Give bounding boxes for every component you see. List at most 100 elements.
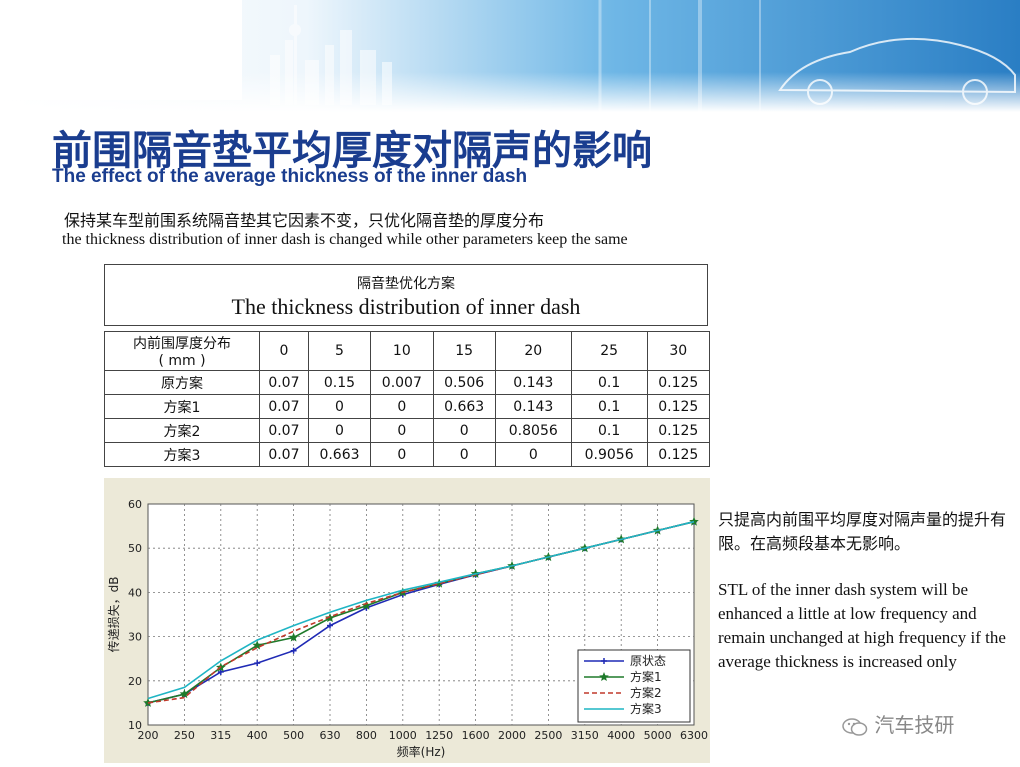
- series-方案3: [147, 520, 695, 700]
- data-point: [252, 640, 262, 650]
- table-row: 原方案 0.07 0.15 0.007 0.506 0.143 0.1 0.12…: [104, 370, 711, 395]
- series-方案2: [147, 520, 695, 704]
- x-tick-label: 250: [174, 729, 195, 742]
- table-cell: 0.15: [307, 370, 372, 395]
- table-cell: 0: [370, 442, 434, 467]
- legend-box: [577, 649, 691, 723]
- legend-label: 方案2: [630, 685, 662, 700]
- header-label-line2: ( mm ): [158, 353, 206, 369]
- y-tick-label: 10: [128, 719, 142, 732]
- table-cell: 0.663: [432, 394, 496, 419]
- row-name: 方案2: [104, 418, 260, 443]
- table-cell: 0: [494, 442, 572, 467]
- table-cell: 0.1: [570, 394, 648, 419]
- watermark: 汽车技研: [842, 709, 954, 738]
- side-note-en: STL of the inner dash system will be enh…: [718, 580, 1006, 671]
- table-row: 方案3 0.07 0.663 0 0 0 0.9056 0.125: [104, 442, 711, 467]
- table-cell: 0.007: [370, 370, 434, 395]
- x-tick-label: 1000: [389, 729, 417, 742]
- stl-chart-panel: 10 20 30 40 50 60 200 250 315 400 500 630 800 1000 125…: [104, 478, 710, 763]
- x-tick-label: 1600: [462, 729, 490, 742]
- legend-label: 方案3: [630, 701, 662, 716]
- intro-text-en: the thickness distribution of inner dash…: [62, 231, 628, 248]
- x-tick-label: 2000: [498, 729, 526, 742]
- table-cell: 0.125: [646, 370, 711, 395]
- table-header-label: 内前围厚度分布 ( mm ): [104, 331, 260, 371]
- row-name: 方案1: [104, 394, 260, 419]
- table-cell: 0.1: [570, 370, 648, 395]
- table-cell: 0.8056: [494, 418, 572, 443]
- thickness-table: 内前围厚度分布 ( mm ) 0 5 10 15 20 25 30 原方案 0.…: [104, 331, 711, 467]
- table-header-row: 内前围厚度分布 ( mm ) 0 5 10 15 20 25 30: [104, 331, 711, 371]
- column-header: 25: [570, 331, 648, 371]
- table-row: 方案2 0.07 0 0 0 0.8056 0.1 0.125: [104, 418, 711, 443]
- table-caption-en: The thickness distribution of inner dash: [231, 294, 581, 319]
- legend-label: 方案1: [630, 669, 662, 684]
- table-cell: 0.07: [259, 418, 309, 443]
- y-tick-label: 60: [128, 498, 142, 511]
- x-tick-label: 6300: [680, 729, 708, 742]
- watermark-text: 汽车技研: [874, 713, 955, 737]
- x-axis-label: 频率(Hz): [397, 744, 446, 759]
- table-cell: 0.9056: [570, 442, 648, 467]
- column-header: 0: [259, 331, 309, 371]
- header-label-line1: 内前围厚度分布: [133, 336, 231, 352]
- data-point: [434, 578, 444, 588]
- table-cell: 0: [307, 418, 372, 443]
- x-tick-label: 1250: [425, 729, 453, 742]
- row-name: 原方案: [104, 370, 260, 395]
- table-caption: 隔音垫优化方案 The thickness distribution of in…: [104, 264, 708, 326]
- table-cell: 0: [307, 394, 372, 419]
- table-caption-cn: 隔音垫优化方案: [357, 276, 455, 292]
- table-cell: 0.1: [570, 418, 648, 443]
- row-name: 方案3: [104, 442, 260, 467]
- table-cell: 0: [432, 442, 496, 467]
- table-cell: 0.07: [259, 442, 309, 467]
- y-tick-label: 50: [128, 542, 142, 555]
- x-tick-label: 315: [210, 729, 231, 742]
- data-point: [361, 600, 372, 610]
- data-point: [179, 689, 190, 699]
- stl-line-chart: 10 20 30 40 50 60 200 250 315 400 500 630 800 1000 125…: [106, 498, 708, 759]
- data-point: [288, 632, 299, 642]
- table-cell: 0.125: [646, 394, 711, 419]
- intro-text-cn: 保持某车型前围系统隔音垫其它因素不变，只优化隔音垫的厚度分布: [64, 211, 545, 230]
- table-cell: 0.125: [646, 442, 711, 467]
- x-tick-label: 2500: [534, 729, 562, 742]
- series-line: [147, 520, 695, 704]
- x-tick-label: 800: [356, 729, 377, 742]
- x-tick-label: 4000: [607, 729, 635, 742]
- column-header: 30: [646, 331, 711, 371]
- data-point: [599, 672, 609, 681]
- x-tick-label: 200: [138, 729, 159, 742]
- wechat-icon: [842, 717, 868, 736]
- page-subtitle: The effect of the average thickness of t…: [52, 166, 528, 187]
- x-tick-label: 400: [247, 729, 268, 742]
- table-cell: 0: [370, 418, 434, 443]
- x-tick-label: 630: [320, 729, 341, 742]
- x-tick-label: 500: [283, 729, 304, 742]
- x-tick-label: 5000: [644, 729, 672, 742]
- column-header: 5: [307, 331, 372, 371]
- y-axis-label: 传递损失，dB: [106, 577, 121, 653]
- data-point: [689, 516, 699, 526]
- table-cell: 0: [370, 394, 434, 419]
- x-tick-label: 3150: [571, 729, 599, 742]
- y-tick-label: 40: [128, 586, 142, 599]
- y-tick-label: 30: [128, 631, 142, 644]
- column-header: 15: [432, 331, 496, 371]
- table-row: 方案1 0.07 0 0 0.663 0.143 0.1 0.125: [104, 394, 711, 419]
- table-cell: 0.663: [307, 442, 372, 467]
- table-cell: 0.125: [646, 418, 711, 443]
- page-title: 前围隔音垫平均厚度对隔声的影响: [52, 128, 652, 174]
- series-line: [147, 520, 695, 700]
- legend-label: 原状态: [630, 654, 666, 668]
- table-cell: 0: [432, 418, 496, 443]
- table-cell: 0.07: [259, 394, 309, 419]
- table-cell: 0.143: [494, 370, 572, 395]
- table-cell: 0.506: [432, 370, 496, 395]
- header-banner: [0, 0, 1020, 112]
- y-tick-label: 20: [128, 675, 142, 688]
- table-cell: 0.07: [259, 370, 309, 395]
